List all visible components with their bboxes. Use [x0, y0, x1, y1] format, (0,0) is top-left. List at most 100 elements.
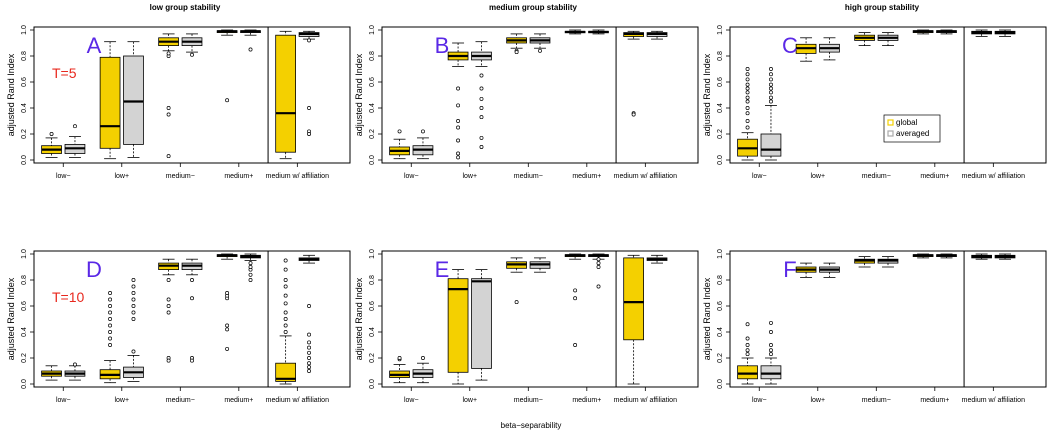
panel-B: 0.0 0.2 0.4 0.6 0.8 1.0 adjusted Rand Index low… — [354, 25, 699, 180]
box-global — [158, 33, 179, 159]
y-tick-label: 0.8 — [21, 275, 28, 285]
box-averaged — [588, 29, 609, 35]
box-averaged — [240, 29, 261, 52]
y-tick-label: 0.4 — [717, 327, 724, 337]
y-axis-label: adjusted Rand Index — [702, 53, 712, 136]
box-averaged — [819, 262, 840, 278]
outlier-point — [283, 301, 288, 306]
box-global — [971, 253, 992, 260]
box-global — [737, 322, 758, 385]
y-tick-label: 0.6 — [21, 77, 28, 87]
y-axis-label: adjusted Rand Index — [6, 53, 16, 136]
outlier-point — [307, 369, 311, 373]
box-body — [99, 56, 121, 149]
outlier-point — [745, 352, 750, 357]
x-tick-label: low− — [752, 173, 767, 180]
x-tick-label: medium w/ affiliation — [614, 397, 677, 404]
box-averaged — [471, 41, 492, 149]
outlier-point — [166, 358, 171, 363]
box-averaged — [529, 33, 551, 53]
box-averaged — [123, 41, 144, 158]
outlier-point — [108, 310, 113, 315]
box-global — [623, 30, 644, 117]
outlier-point — [307, 132, 311, 136]
box-global — [795, 262, 817, 278]
outlier-point — [397, 356, 402, 360]
outlier-point — [108, 330, 113, 334]
x-tick-label: low+ — [462, 397, 477, 404]
outlier-point — [479, 96, 484, 101]
outlier-point — [108, 323, 113, 328]
box-averaged — [412, 356, 434, 384]
outlier-point — [131, 349, 136, 354]
outlier-point — [283, 330, 288, 334]
outlier-point — [283, 267, 288, 272]
x-tick-label: medium+ — [224, 173, 253, 180]
y-axis-label: adjusted Rand Index — [6, 277, 16, 360]
x-tick-label: low− — [56, 397, 71, 404]
outlier-point — [596, 261, 601, 266]
plot-frame — [729, 26, 1047, 164]
outlier-point — [769, 343, 773, 347]
x-tick-label: low+ — [114, 173, 129, 180]
outlier-point — [131, 291, 136, 295]
outlier-point — [514, 300, 519, 305]
panel-annotation: T=5 — [52, 65, 77, 81]
box-global — [41, 365, 62, 381]
outlier-point — [769, 67, 773, 71]
outlier-point — [131, 310, 136, 315]
box-global — [854, 32, 875, 46]
outlier-point — [190, 296, 194, 301]
y-tick-label: 0.0 — [717, 379, 724, 389]
x-tick-label: low− — [752, 397, 767, 404]
box-global — [971, 29, 992, 37]
y-tick-label: 0.0 — [21, 155, 28, 165]
outlier-point — [745, 67, 750, 71]
box-averaged — [646, 30, 668, 40]
x-tick-label: medium+ — [920, 173, 949, 180]
panel-E: 0.0 0.2 0.4 0.6 0.8 1.0 adjusted Rand Index low… — [354, 249, 699, 404]
box-body — [737, 365, 758, 380]
y-tick-label: 0.6 — [717, 77, 724, 87]
box-global — [447, 42, 469, 160]
x-tick-label: medium− — [166, 173, 195, 180]
outlier-point — [49, 132, 54, 136]
box-body — [123, 55, 144, 145]
outlier-point — [131, 317, 136, 321]
box-global — [854, 256, 875, 268]
outlier-point — [769, 86, 773, 91]
outlier-point — [769, 348, 773, 353]
box-averaged — [994, 29, 1016, 37]
outlier-point — [745, 77, 750, 82]
outlier-point — [248, 278, 253, 282]
outlier-point — [225, 98, 230, 103]
box-global — [99, 291, 121, 384]
box-global — [389, 356, 410, 384]
outlier-point — [745, 111, 750, 116]
box-body — [760, 133, 782, 157]
outlier-point — [745, 322, 750, 327]
outlier-point — [283, 284, 288, 289]
x-tick-label: medium w/ affiliation — [266, 173, 329, 180]
box-global — [389, 129, 410, 160]
outlier-point — [108, 317, 113, 321]
outlier-point — [745, 125, 750, 130]
box-body — [623, 257, 644, 341]
outlier-point — [769, 330, 773, 334]
y-tick-label: 0.6 — [369, 301, 376, 311]
y-axis-label: adjusted Rand Index — [354, 277, 364, 360]
box-averaged — [123, 278, 144, 382]
outlier-point — [225, 327, 230, 332]
box-global — [99, 41, 121, 160]
x-tick-label: low+ — [810, 397, 825, 404]
outlier-point — [225, 291, 230, 295]
outlier-point — [514, 50, 519, 55]
plot-frame — [381, 250, 699, 388]
outlier-point — [745, 82, 750, 87]
y-tick-label: 0.4 — [369, 327, 376, 337]
outlier-point — [596, 284, 601, 289]
box-body — [447, 278, 469, 373]
outlier-point — [745, 119, 750, 123]
outlier-point — [283, 317, 288, 321]
